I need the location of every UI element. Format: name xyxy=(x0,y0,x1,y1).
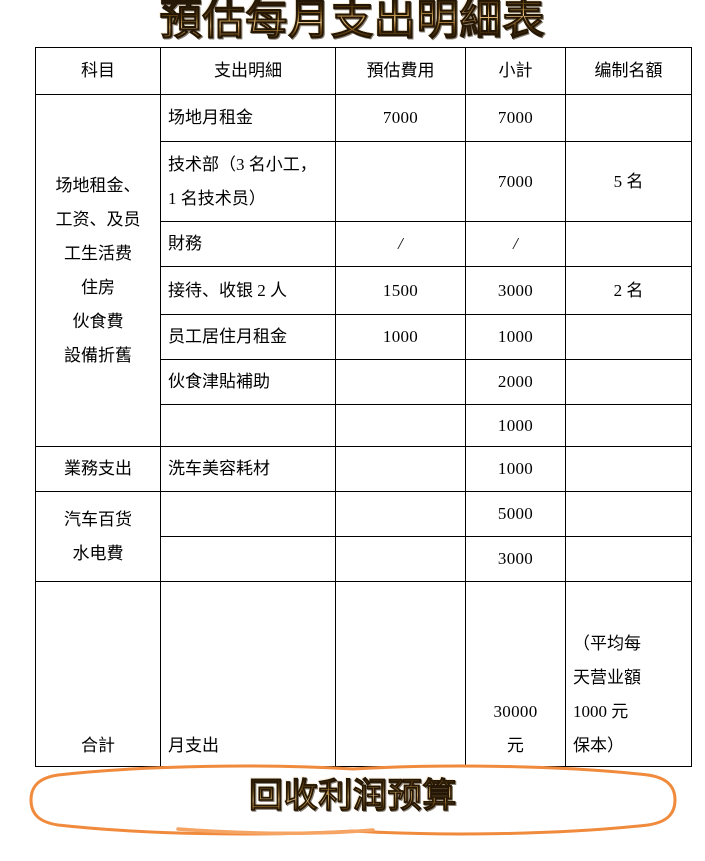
detail-cell: 伙食津貼補助 xyxy=(160,359,336,405)
headcount-cell: 2 名 xyxy=(565,266,692,315)
category-line-6: 設備折舊 xyxy=(64,345,132,365)
banner-title: 回收利润预算 xyxy=(28,769,678,825)
detail-cell: 接待、收银 2 人 xyxy=(160,266,336,315)
table-row: 財務 / / xyxy=(36,221,692,267)
estimate-cell xyxy=(335,536,466,582)
detail-cell xyxy=(160,491,336,537)
category-line-2: 工资、及员 xyxy=(55,209,141,229)
headcount-cell xyxy=(565,359,692,405)
category-line-4: 住房 xyxy=(81,277,115,297)
subtotal-cell: / xyxy=(465,221,566,267)
category-line-1: 汽车百货 xyxy=(64,509,132,529)
category-line-2: 水电費 xyxy=(72,543,124,563)
headcount-cell xyxy=(565,314,692,360)
subtotal-cell: 1000 xyxy=(465,404,566,447)
estimate-cell: 7000 xyxy=(335,94,466,142)
subtotal-cell: 3000 xyxy=(465,266,566,315)
table-row: 1000 xyxy=(36,404,692,447)
category-line-5: 伙食費 xyxy=(72,311,124,331)
table-header: 科目 支出明細 預估費用 小計 编制名額 xyxy=(35,47,692,95)
subtotal-cell: 1000 xyxy=(465,446,566,492)
detail-cell: 员工居住月租金 xyxy=(160,314,336,360)
estimate-cell xyxy=(335,446,466,492)
detail-cell: 技术部（3 名小工， 1 名技术员） xyxy=(160,141,336,222)
column-header-estimate: 預估費用 xyxy=(335,47,466,95)
estimate-cell: 1500 xyxy=(335,266,466,315)
detail-cell-total: 月支出 xyxy=(160,581,336,767)
subtotal-cell: 1000 xyxy=(465,314,566,360)
subtotal-cell: 2000 xyxy=(465,359,566,405)
headcount-cell xyxy=(565,536,692,582)
column-header-subtotal: 小計 xyxy=(465,47,566,95)
headcount-cell xyxy=(565,94,692,142)
category-cell-business: 業務支出 xyxy=(35,446,161,492)
table-row: 伙食津貼補助 2000 xyxy=(36,359,692,405)
estimate-cell xyxy=(335,404,466,447)
detail-cell: 场地月租金 xyxy=(160,94,336,142)
category-line-1: 场地租金、 xyxy=(55,175,141,195)
estimate-cell-total xyxy=(335,581,466,767)
category-line-3: 工生活费 xyxy=(64,243,132,263)
headcount-cell xyxy=(565,221,692,267)
table-row: 3000 xyxy=(36,536,692,582)
table-row: 技术部（3 名小工， 1 名技术员） 7000 5 名 xyxy=(36,141,692,222)
headcount-cell xyxy=(565,404,692,447)
headcount-cell: 5 名 xyxy=(565,141,692,222)
category-cell-total: 合計 xyxy=(35,581,161,767)
subtotal-cell: 3000 xyxy=(465,536,566,582)
total-amount: 30000 xyxy=(493,702,538,721)
headcount-cell xyxy=(565,491,692,537)
note-line-1: （平均每 xyxy=(573,634,641,653)
detail-line-1: 技术部（3 名小工， xyxy=(168,154,317,174)
headcount-cell xyxy=(565,446,692,492)
estimate-cell xyxy=(335,491,466,537)
subtotal-cell-total: 30000 元 xyxy=(465,581,566,767)
category-cell-rent-wages: 场地租金、 工资、及员 工生活费 住房 伙食費 設備折舊 xyxy=(35,94,161,447)
subtotal-cell: 7000 xyxy=(465,141,566,222)
page-title: 預估每月支出明細表 xyxy=(0,0,705,46)
table-row: 業務支出 洗车美容耗材 1000 xyxy=(35,446,692,492)
column-header-detail: 支出明細 xyxy=(160,47,336,95)
estimate-cell: / xyxy=(335,221,466,267)
expense-table-container: 科目 支出明細 預估費用 小計 编制名額 场地租金、 工资、及员 工生活费 住房… xyxy=(35,47,692,767)
detail-cell: 財務 xyxy=(160,221,336,267)
total-unit: 元 xyxy=(506,736,525,755)
column-header-subject: 科目 xyxy=(35,47,161,95)
banner-ribbon-shape xyxy=(29,764,677,836)
estimate-cell: 1000 xyxy=(335,314,466,360)
table-row: 汽车百货 水电費 5000 xyxy=(35,491,692,582)
category-cell-auto-utilities: 汽车百货 水电費 xyxy=(35,491,161,582)
note-line-2: 天营业額 xyxy=(573,668,641,687)
note-line-3: 1000 元 xyxy=(573,702,629,721)
table-row-total: 合計 月支出 30000 元 （平均每 天营业額 1000 元 保本） xyxy=(35,581,692,767)
monthly-expense-table: 科目 支出明細 預估費用 小計 编制名額 场地租金、 工资、及员 工生活费 住房… xyxy=(35,47,692,767)
detail-line-2: 1 名技术员） xyxy=(168,188,266,208)
table-header-row: 科目 支出明細 預估費用 小計 编制名額 xyxy=(35,47,692,95)
headcount-cell-note: （平均每 天营业額 1000 元 保本） xyxy=(565,581,692,767)
subtotal-cell: 7000 xyxy=(465,94,566,142)
table-body: 场地租金、 工资、及员 工生活费 住房 伙食費 設備折舊 场地月租金 7000 … xyxy=(35,94,692,767)
column-header-headcount: 编制名額 xyxy=(565,47,692,95)
detail-cell xyxy=(160,536,336,582)
detail-cell: 洗车美容耗材 xyxy=(160,446,336,492)
detail-cell xyxy=(160,404,336,447)
table-row: 场地租金、 工资、及员 工生活费 住房 伙食費 設備折舊 场地月租金 7000 … xyxy=(35,94,692,447)
note-line-4: 保本） xyxy=(573,736,624,755)
subtotal-cell: 5000 xyxy=(465,491,566,537)
estimate-cell xyxy=(335,359,466,405)
estimate-cell xyxy=(335,141,466,222)
profit-banner: 回收利润预算 xyxy=(28,764,678,836)
